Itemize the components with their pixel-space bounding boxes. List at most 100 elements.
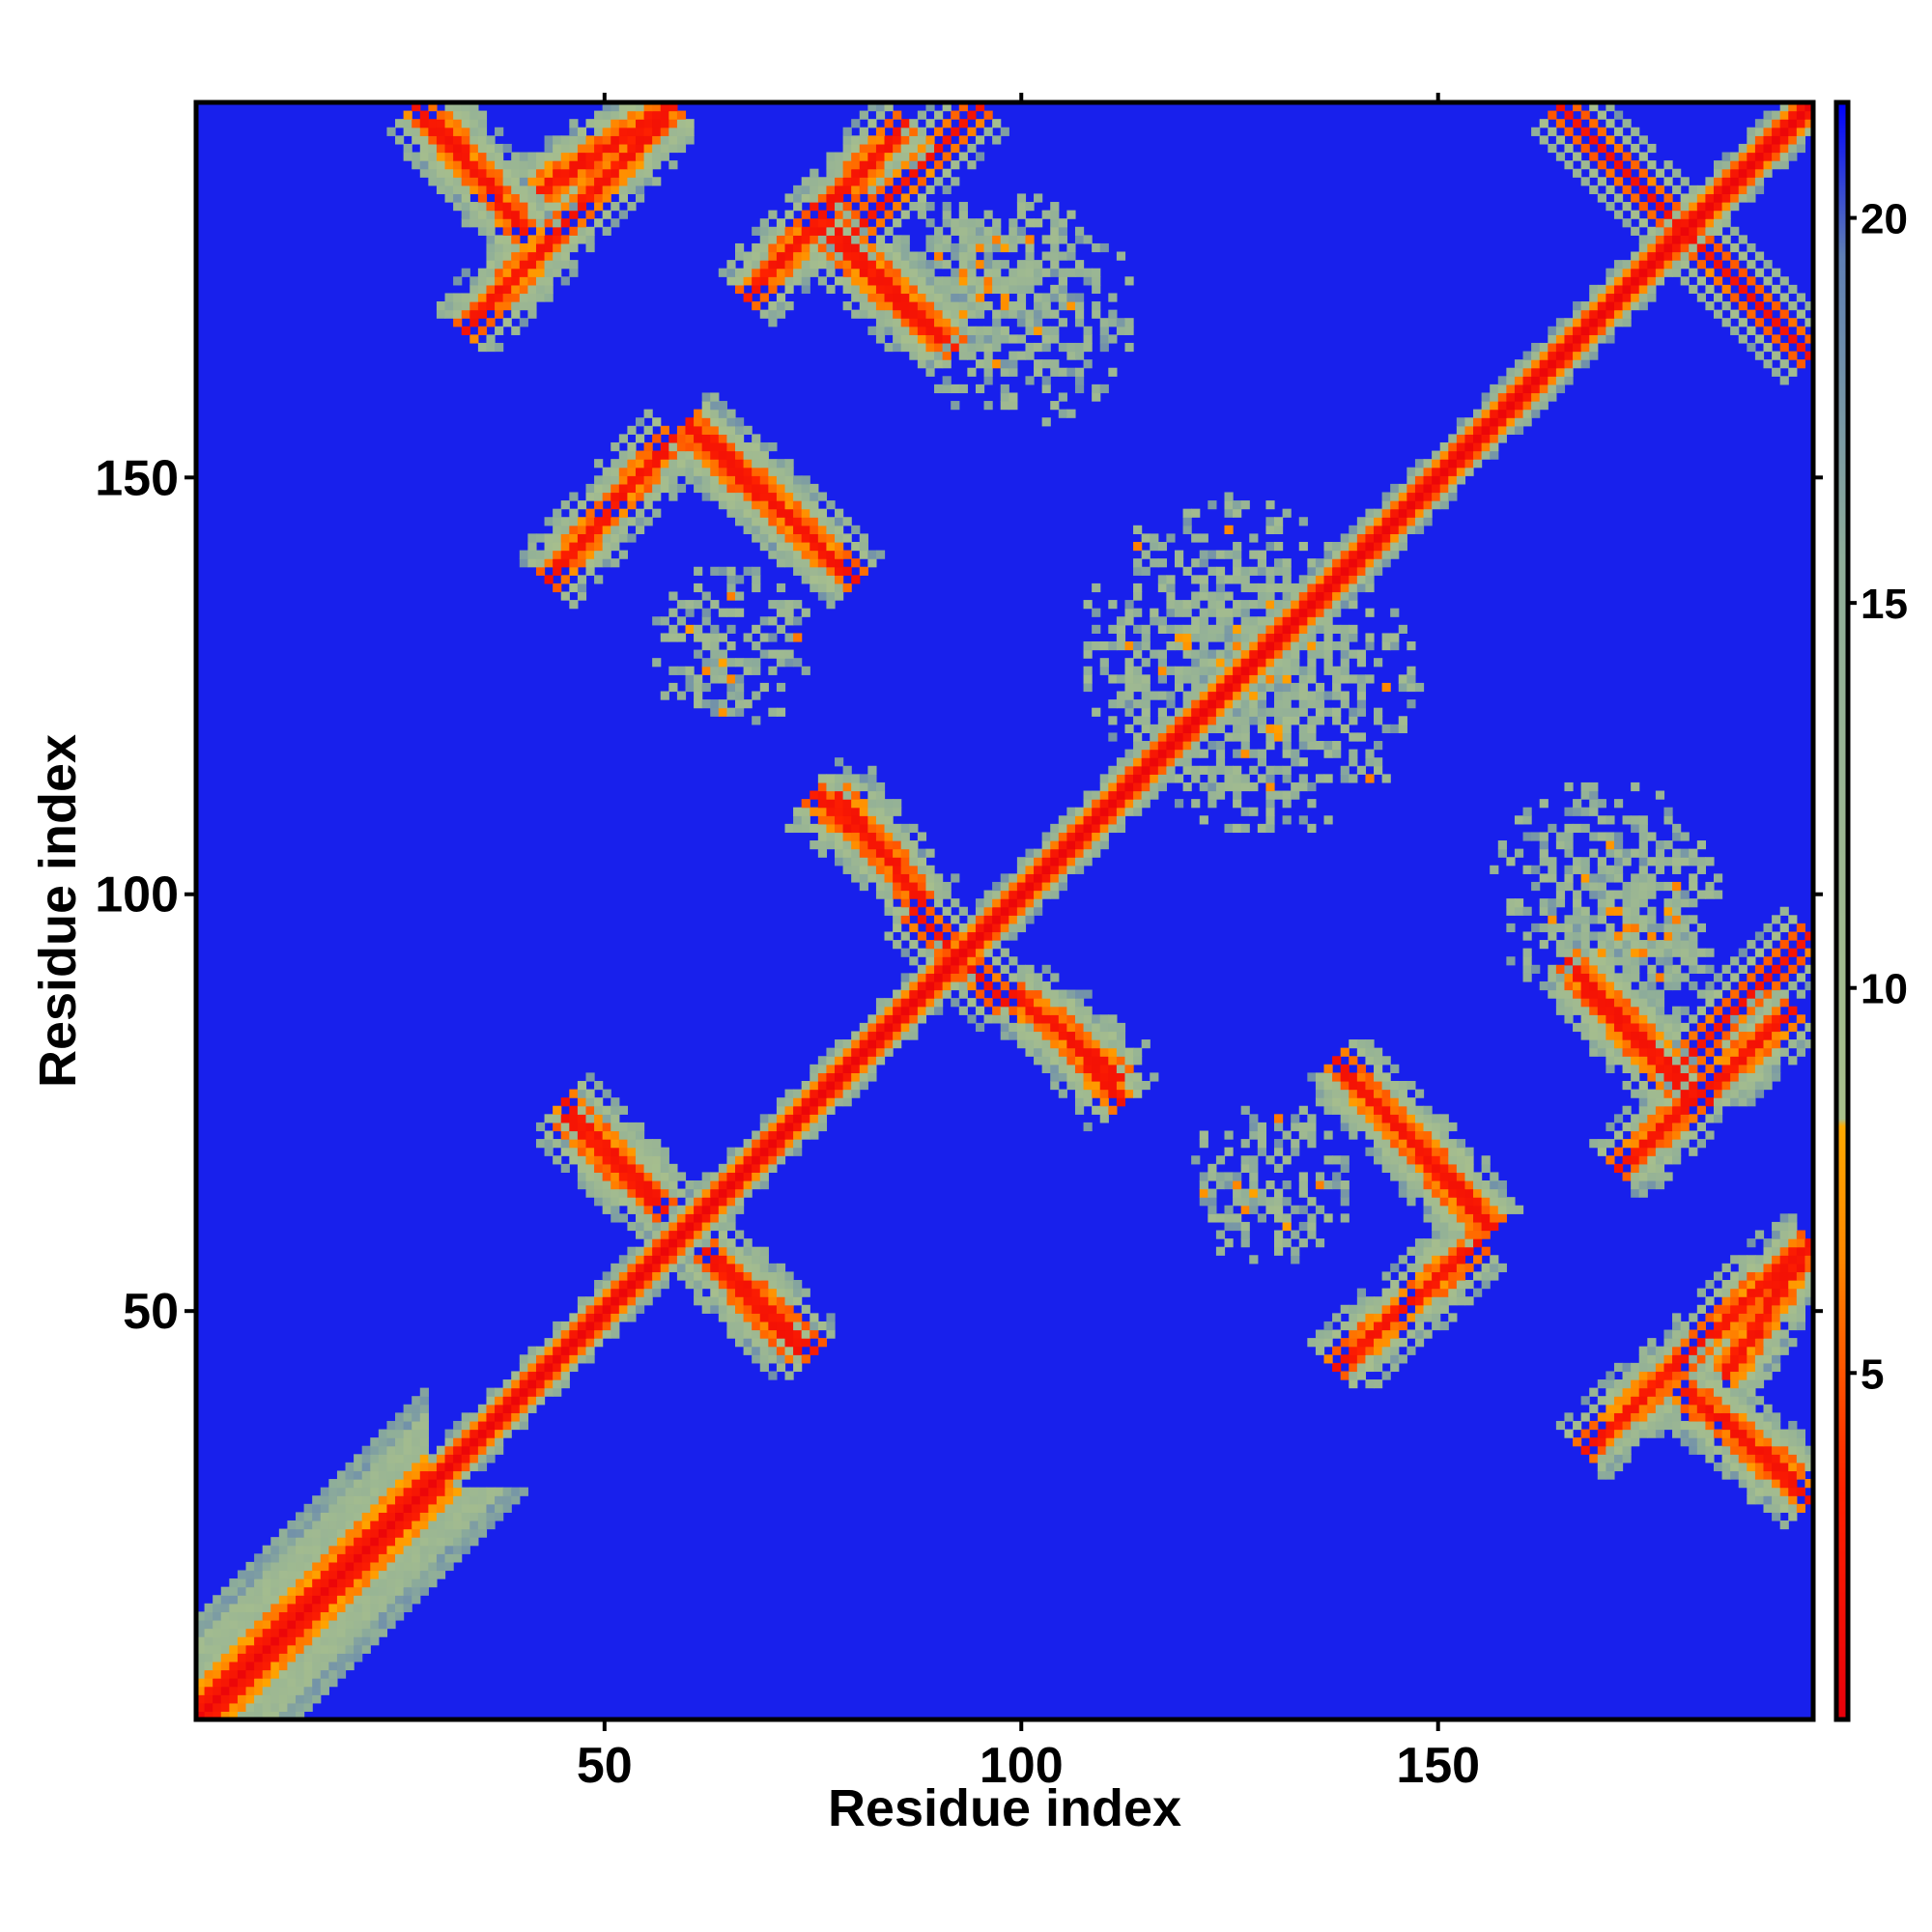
heatmap-cell <box>1613 1014 1624 1024</box>
heatmap-cell <box>875 790 886 800</box>
heatmap-cell <box>768 707 778 717</box>
heatmap-cell <box>1672 1404 1682 1413</box>
heatmap-cell <box>1796 1288 1806 1297</box>
heatmap-cell <box>1730 1064 1740 1073</box>
heatmap-cell <box>419 1537 429 1547</box>
heatmap-cell <box>909 1014 919 1024</box>
heatmap-cell <box>1365 541 1375 552</box>
heatmap-cell <box>1182 716 1192 725</box>
heatmap-cell <box>403 1503 412 1513</box>
heatmap-cell <box>1738 1263 1747 1273</box>
heatmap-cell <box>336 1578 347 1588</box>
heatmap-cell <box>577 1097 587 1107</box>
heatmap-cell <box>296 1512 305 1521</box>
heatmap-cell <box>594 1288 604 1297</box>
heatmap-cell <box>1182 707 1192 717</box>
heatmap-cell <box>776 525 786 534</box>
heatmap-cell <box>1000 1022 1009 1033</box>
heatmap-cell <box>585 1155 595 1165</box>
heatmap-cell <box>1282 749 1292 758</box>
heatmap-cell <box>328 1653 338 1662</box>
heatmap-cell <box>1307 608 1317 617</box>
heatmap-cell <box>1439 1205 1449 1214</box>
heatmap-cell <box>1182 699 1192 709</box>
heatmap-cell <box>618 1280 628 1290</box>
heatmap-cell <box>1730 1354 1740 1364</box>
heatmap-cell <box>859 566 868 576</box>
heatmap-cell <box>958 931 968 941</box>
heatmap-cell <box>1298 774 1308 783</box>
heatmap-cell <box>1191 691 1201 700</box>
heatmap-cell <box>320 1619 329 1630</box>
heatmap-cell <box>453 1495 463 1505</box>
heatmap-cell <box>1788 1495 1798 1505</box>
heatmap-cell <box>502 1379 512 1389</box>
heatmap-cell <box>1224 666 1234 675</box>
heatmap-cell <box>1506 906 1516 916</box>
heatmap-cell <box>1199 575 1208 584</box>
heatmap-cell <box>652 1263 662 1273</box>
heatmap-cell <box>668 1188 678 1198</box>
heatmap-cell <box>1240 666 1250 675</box>
heatmap-cell <box>1291 1122 1300 1132</box>
heatmap-cell <box>287 1603 297 1612</box>
heatmap-cell <box>412 1462 421 1472</box>
heatmap-cell <box>428 1520 438 1530</box>
heatmap-cell <box>1298 1180 1308 1190</box>
heatmap-cell <box>1133 757 1143 767</box>
heatmap-cell <box>1439 1296 1449 1306</box>
heatmap-cell <box>1414 517 1425 526</box>
heatmap-cell <box>345 1628 355 1637</box>
heatmap-cell <box>1174 633 1184 642</box>
heatmap-cell <box>245 1661 255 1671</box>
heatmap-cell <box>544 1130 554 1140</box>
heatmap-cell <box>1041 1022 1051 1033</box>
heatmap-cell <box>1580 1396 1590 1406</box>
heatmap-cell <box>569 600 579 610</box>
heatmap-cell <box>1224 691 1234 700</box>
heatmap-cell <box>1655 1064 1665 1073</box>
heatmap-cell <box>1340 666 1350 675</box>
heatmap-cell <box>842 790 852 800</box>
heatmap-cell <box>419 1396 429 1406</box>
heatmap-cell <box>1713 1404 1723 1413</box>
heatmap-cell <box>453 1429 463 1438</box>
heatmap-cell <box>1074 1064 1085 1073</box>
heatmap-cell <box>942 948 952 957</box>
heatmap-cell <box>1374 1147 1383 1156</box>
heatmap-cell <box>1680 956 1690 966</box>
heatmap-cell <box>1406 1346 1416 1355</box>
heatmap-cell <box>1066 1006 1076 1015</box>
heatmap-cell <box>527 1387 537 1397</box>
heatmap-cell <box>817 832 828 841</box>
heatmap-cell <box>1349 1338 1358 1348</box>
heatmap-cell <box>1730 1097 1740 1107</box>
heatmap-cell <box>826 550 836 559</box>
heatmap-cell <box>1689 1089 1698 1098</box>
heatmap-cell <box>1323 608 1333 617</box>
heatmap-cell <box>676 1205 687 1214</box>
heatmap-cell <box>1174 716 1184 725</box>
heatmap-cell <box>1754 1420 1765 1431</box>
heatmap-cell <box>1414 1105 1425 1115</box>
heatmap-cell <box>1034 848 1043 858</box>
heatmap-cell <box>1638 956 1648 966</box>
heatmap-cell <box>602 550 611 559</box>
heatmap-cell <box>477 1454 488 1463</box>
heatmap-cell <box>1631 940 1640 950</box>
heatmap-cell <box>627 1180 637 1190</box>
heatmap-cell <box>1150 724 1159 734</box>
heatmap-cell <box>403 1470 412 1480</box>
heatmap-cell <box>810 790 819 800</box>
heatmap-cell <box>585 1097 595 1107</box>
heatmap-cell <box>1696 1445 1706 1455</box>
heatmap-cell <box>254 1661 264 1671</box>
heatmap-cell <box>810 1072 819 1082</box>
heatmap-cell <box>611 517 620 526</box>
heatmap-cell <box>270 1595 280 1605</box>
heatmap-cell <box>1398 1180 1407 1190</box>
heatmap-cell <box>1199 1139 1208 1149</box>
heatmap-cell <box>1747 1338 1756 1348</box>
heatmap-cell <box>1166 774 1176 783</box>
heatmap-cell <box>386 1570 396 1579</box>
